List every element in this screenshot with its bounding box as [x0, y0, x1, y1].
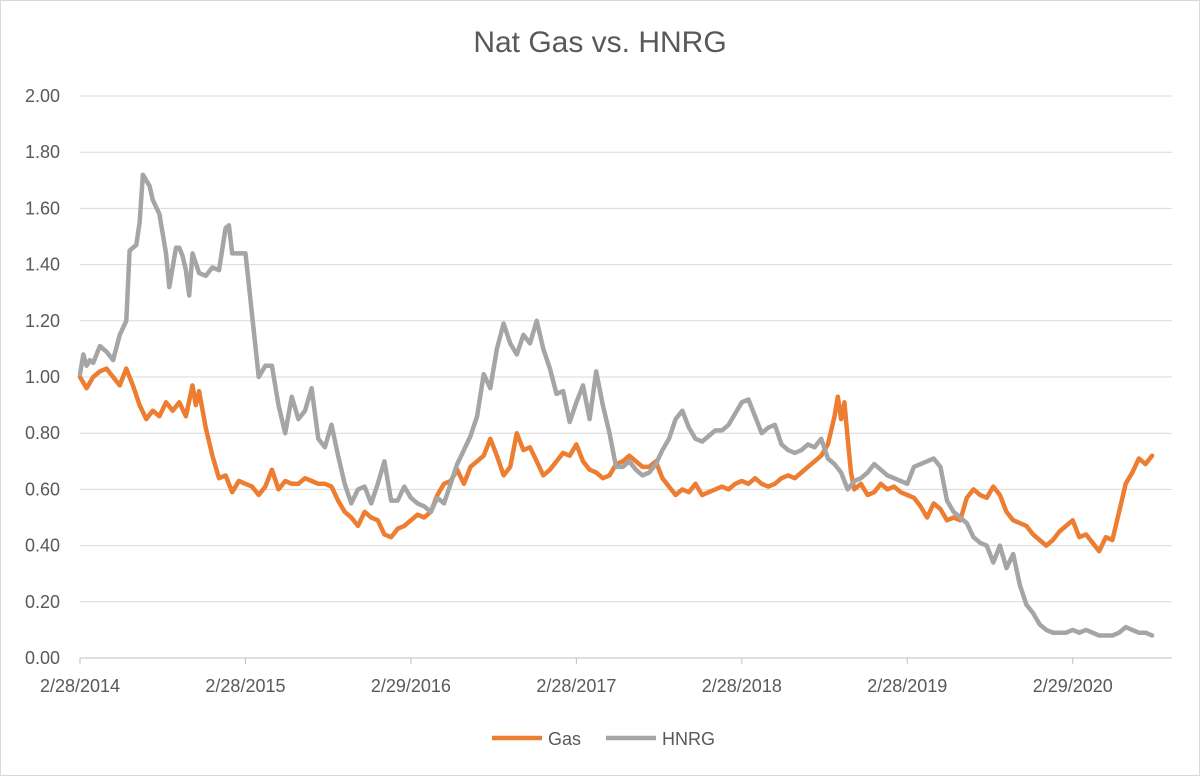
y-tick-label: 0.20 — [25, 592, 60, 612]
y-tick-label: 1.60 — [25, 198, 60, 218]
y-tick-label: 1.80 — [25, 142, 60, 162]
chart-title: Nat Gas vs. HNRG — [473, 26, 727, 59]
x-tick-label: 2/28/2019 — [867, 676, 947, 696]
y-tick-label: 1.00 — [25, 367, 60, 387]
x-tick-label: 2/28/2015 — [205, 676, 285, 696]
gridlines — [80, 95, 1172, 603]
x-axis-tick-labels: 2/28/2014 2/28/2015 2/29/2016 2/28/2017 2/28… — [40, 676, 1113, 696]
series-lines — [77, 172, 1155, 638]
x-axis — [79, 657, 1172, 664]
y-tick-label: 0.40 — [25, 536, 60, 556]
x-tick-label: 2/29/2016 — [371, 676, 451, 696]
legend-label-gas: Gas — [548, 729, 581, 749]
y-axis-tick-labels: 0.00 0.20 0.40 0.60 0.80 1.00 1.20 1.40 1.60 1.80… — [25, 86, 60, 668]
y-tick-label: 0.60 — [25, 479, 60, 499]
y-tick-label: 2.00 — [25, 86, 60, 106]
x-tick-label: 2/28/2014 — [40, 676, 120, 696]
x-tick-label: 2/28/2017 — [536, 676, 616, 696]
y-tick-label: 0.00 — [25, 648, 60, 668]
series-line-hnrg — [77, 172, 1155, 638]
y-tick-label: 1.20 — [25, 311, 60, 331]
legend: Gas HNRG — [492, 729, 715, 749]
series-line-gas — [77, 366, 1155, 554]
x-tick-label: 2/29/2020 — [1033, 676, 1113, 696]
x-tick-label: 2/28/2018 — [702, 676, 782, 696]
y-tick-label: 1.40 — [25, 255, 60, 275]
y-tick-label: 0.80 — [25, 423, 60, 443]
legend-label-hnrg: HNRG — [662, 729, 715, 749]
